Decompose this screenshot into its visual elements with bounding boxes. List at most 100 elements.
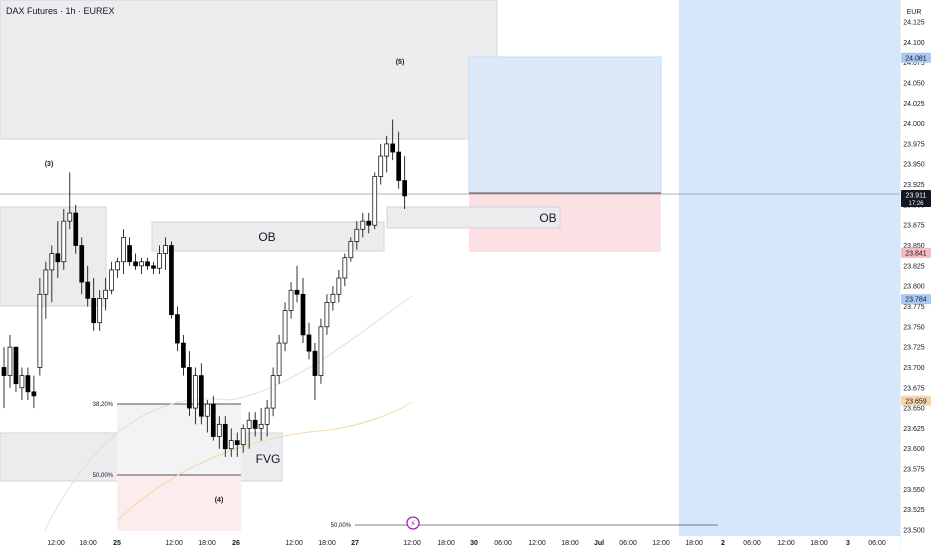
candle-body-up xyxy=(384,143,390,157)
candle-body-up xyxy=(264,407,270,425)
x-tick-label: 25 xyxy=(113,540,121,547)
y-tick-label: 23.500 xyxy=(903,528,925,535)
candle-body-down xyxy=(169,245,174,315)
candle-body-down xyxy=(91,298,97,324)
candle-body-down xyxy=(402,180,408,197)
price-badge-time: 17:26 xyxy=(908,201,924,207)
x-tick-label: 2 xyxy=(721,540,725,547)
price-axis[interactable] xyxy=(900,0,932,550)
y-tick-label: 23.525 xyxy=(903,507,925,514)
currency-label: EUR xyxy=(907,9,922,16)
fib-382-label: 38,20% xyxy=(93,402,114,408)
candle-body-down xyxy=(31,391,37,397)
candle-body-up xyxy=(97,298,103,324)
candle-body-down xyxy=(55,253,61,263)
candle-body-up xyxy=(61,220,67,263)
price-badge-label: 23.841 xyxy=(905,250,927,257)
price-badge-label: 23.784 xyxy=(905,297,927,304)
y-tick-label: 24.075 xyxy=(903,60,925,67)
candle-body-up xyxy=(360,220,366,230)
x-tick-label: 12:00 xyxy=(165,540,183,547)
candle-body-up xyxy=(288,289,294,311)
x-tick-label: 30 xyxy=(470,540,478,547)
y-tick-label: 23.875 xyxy=(903,223,925,230)
wave-3-label: (3) xyxy=(45,161,54,168)
x-tick-label: 06:00 xyxy=(743,540,761,547)
candle-body-down xyxy=(187,367,192,409)
candle-body-up xyxy=(19,375,25,389)
x-axis-ticks: 12:00 18:00 25 12:00 18:00 26 12:00 18:00 27 12:0… xyxy=(47,540,886,547)
y-tick-label: 23.575 xyxy=(903,467,925,474)
candle-body-down xyxy=(85,281,91,299)
y-tick-label: 23.625 xyxy=(903,426,925,433)
candle-body-up xyxy=(204,403,210,417)
x-tick-label: 18:00 xyxy=(810,540,828,547)
candle-body-down xyxy=(133,261,138,267)
x-tick-label: 18:00 xyxy=(561,540,579,547)
price-badges: 24.081 23.911 17:26 23.841 23.784 23.659 xyxy=(901,52,931,406)
x-tick-label: 18:00 xyxy=(685,540,703,547)
target-zone[interactable] xyxy=(468,56,662,194)
candle-body-down xyxy=(306,334,312,352)
candle-body-up xyxy=(115,261,120,271)
upper-supply-zone[interactable] xyxy=(0,0,498,140)
x-tick-label: 06:00 xyxy=(494,540,512,547)
x-tick-label: 06:00 xyxy=(619,540,637,547)
candle-body-down xyxy=(312,350,318,376)
candle-body-up xyxy=(270,375,276,409)
ob-zone-right[interactable] xyxy=(386,206,561,229)
candle-body-down xyxy=(366,220,372,226)
candle-body-up xyxy=(109,269,114,291)
time-axis[interactable] xyxy=(0,536,900,550)
y-tick-label: 23.675 xyxy=(903,385,925,392)
candle-body-up xyxy=(216,423,222,437)
ob-label-right: OB xyxy=(539,211,556,225)
price-badge xyxy=(901,247,931,258)
x-tick-label: 12:00 xyxy=(47,540,65,547)
x-tick-label: Jul xyxy=(594,540,604,547)
candle-body-down xyxy=(210,403,216,437)
x-tick-label: 18:00 xyxy=(79,540,97,547)
fib-zone[interactable] xyxy=(117,404,241,475)
x-tick-label: 12:00 xyxy=(403,540,421,547)
y-tick-label: 23.700 xyxy=(903,365,925,372)
candle-body-down xyxy=(1,367,7,376)
y-tick-label: 23.850 xyxy=(903,243,925,250)
candle-body-up xyxy=(348,241,354,259)
x-tick-label: 12:00 xyxy=(528,540,546,547)
candle-body-down xyxy=(294,289,300,295)
wave-4-label: (4) xyxy=(215,497,224,504)
candle-body-up xyxy=(43,269,49,295)
candle-body-down xyxy=(390,143,396,153)
y-tick-label: 23.950 xyxy=(903,162,925,169)
y-tick-label: 23.800 xyxy=(903,284,925,291)
candle-body-down xyxy=(300,293,306,336)
fib-500-label: 50,00% xyxy=(93,473,114,479)
candle-body-up xyxy=(7,346,13,376)
price-badge-label: 24.081 xyxy=(905,55,927,62)
candle-body-up xyxy=(67,212,73,222)
candle-body-up xyxy=(378,155,384,177)
candle-body-down xyxy=(222,423,228,450)
alert-icon[interactable] xyxy=(406,516,420,530)
y-tick-label: 23.925 xyxy=(903,182,925,189)
price-badge-label: 23.659 xyxy=(905,398,927,405)
y-tick-label: 24.050 xyxy=(903,80,925,87)
candle-body-up xyxy=(282,310,288,344)
ob-label-middle: OB xyxy=(258,230,275,244)
candle-body-down xyxy=(252,419,258,429)
candle-body-up xyxy=(240,428,246,446)
candle-body-down xyxy=(234,440,240,446)
candle-body-down xyxy=(181,342,186,368)
ob-zone-middle[interactable] xyxy=(151,221,385,252)
y-tick-label: 23.725 xyxy=(903,345,925,352)
x-tick-label: 3 xyxy=(846,540,850,547)
price-badge xyxy=(901,52,931,63)
price-badge xyxy=(901,395,931,406)
y-tick-label: 24.100 xyxy=(903,40,925,47)
y-tick-label: 23.750 xyxy=(903,324,925,331)
candle-body-up xyxy=(324,302,330,328)
candle-body-up xyxy=(246,419,252,429)
y-tick-label: 23.975 xyxy=(903,141,925,148)
